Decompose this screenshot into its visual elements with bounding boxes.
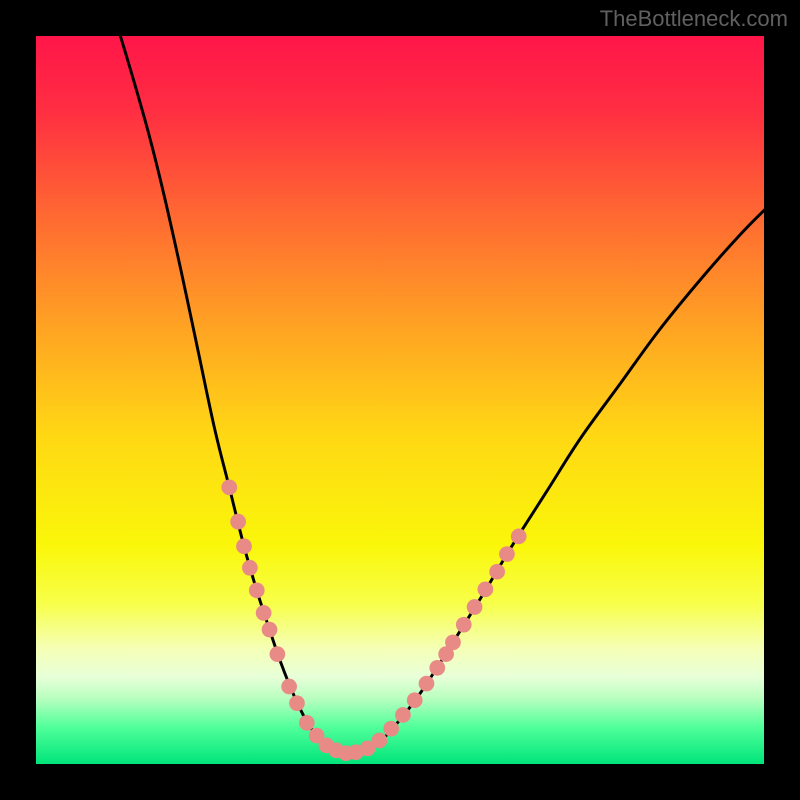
bottleneck-curve <box>36 36 764 764</box>
watermark-text: TheBottleneck.com <box>600 6 788 32</box>
chart-plot-area <box>36 36 764 764</box>
